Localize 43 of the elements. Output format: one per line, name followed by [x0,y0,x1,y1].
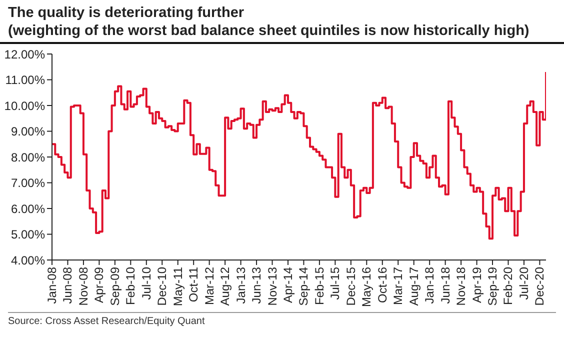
x-tick-label: Jul-10 [139,266,154,300]
x-tick-label: Jun-18 [438,266,452,304]
x-tick-label: Feb-10 [124,266,138,306]
x-tick-label: Jun-13 [250,266,264,304]
y-tick-label: 11.00% [5,73,46,88]
y-tick-label: 9.00% [10,124,46,139]
y-tick-label: 10.00% [4,98,46,113]
y-tick-label: 5.00% [10,228,46,242]
x-tick-label: Mar-17 [391,266,406,306]
x-tick-label: Apr-14 [280,266,295,304]
x-tick-label: Jul-20 [516,266,531,300]
x-tick-label: Dec-10 [155,266,170,306]
x-tick-label: Jun-08 [60,266,75,304]
x-tick-label: Jan-18 [422,266,437,304]
y-tick-label: 6.00% [10,202,46,216]
x-tick-label: Dec-15 [344,266,358,306]
x-tick-label: Dec-20 [532,266,547,306]
x-tick-label: May-16 [360,266,374,308]
x-tick-label: Sep-19 [486,266,500,306]
y-tick-label: 12.00% [4,47,46,62]
x-tick-label: Apr-09 [92,266,106,304]
y-tick-label: 4.00% [10,253,46,268]
x-tick-label: Feb-20 [501,266,516,306]
x-tick-label: Sep-14 [296,266,311,306]
x-tick-label: Jan-08 [45,266,59,304]
x-tick-label: May-11 [170,266,185,306]
x-tick-label: Oct-16 [375,266,390,304]
source-note: Source: Cross Asset Research/Equity Quant [8,316,206,327]
x-tick-label: Jan-13 [234,266,248,304]
chart-title: The quality is deteriorating further (weighting of the worst bad balance sheet quintiles is now historically high) [8,4,530,40]
x-tick-label: Sep-09 [108,266,122,306]
x-tick-label: Nov-13 [265,266,280,306]
x-tick-label: Apr-19 [470,266,484,304]
x-tick-label: Oct-11 [186,266,201,302]
x-tick-label: Nov-08 [76,266,90,306]
x-tick-label: Aug-17 [406,266,421,306]
x-tick-label: Jul-15 [328,266,342,300]
x-tick-label: Feb-15 [312,266,326,306]
x-tick-label: Aug-12 [218,266,232,306]
y-tick-label: 7.00% [10,176,46,190]
y-tick-label: 8.00% [10,150,46,164]
x-tick-label: Nov-18 [454,266,468,306]
x-tick-label: Mar-12 [202,266,216,306]
